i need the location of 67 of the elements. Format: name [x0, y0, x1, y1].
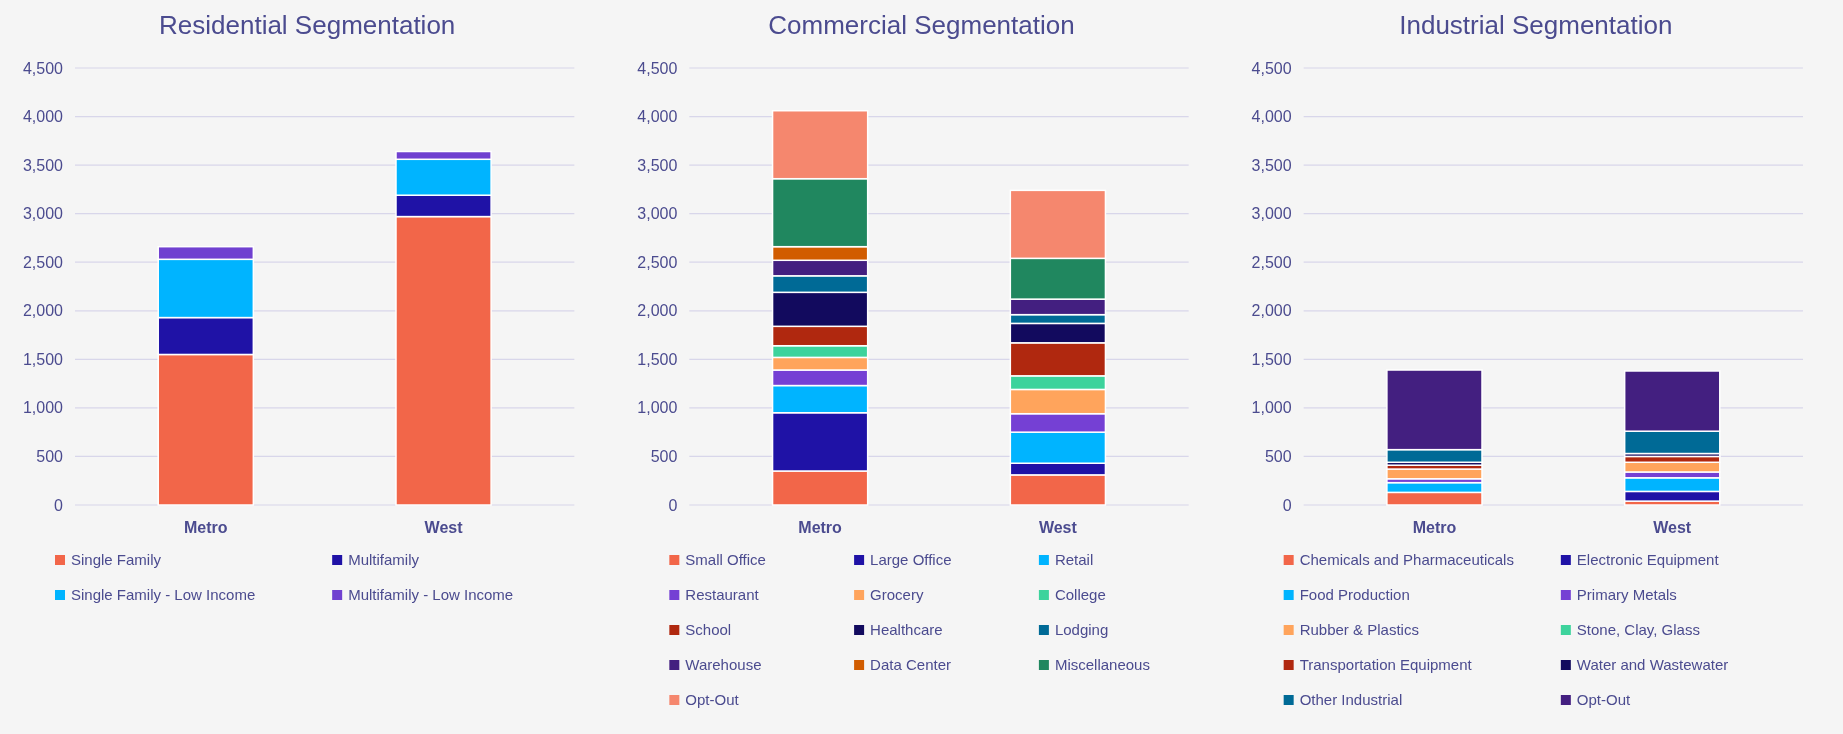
legend-label: Large Office	[870, 551, 952, 569]
x-tick-label: Metro	[184, 519, 228, 536]
legend-label: Data Center	[870, 656, 951, 674]
y-tick-label: 2,500	[1251, 253, 1292, 271]
legend-label: School	[685, 621, 732, 639]
legend-label: Water and Wastewater	[1576, 656, 1729, 674]
y-tick-label: 2,500	[22, 253, 64, 271]
chart-title: Industrial Segmentation	[1399, 10, 1673, 40]
legend-label: Other Industrial	[1299, 691, 1403, 709]
legend-label: Restaurant	[685, 586, 760, 604]
legend-label: Miscellaneous	[1054, 656, 1150, 674]
y-tick-label: 500	[36, 448, 64, 466]
chart-title: Residential Segmentation	[159, 10, 456, 40]
legend-label: Primary Metals	[1576, 586, 1677, 604]
legend-label: Grocery	[870, 586, 924, 604]
bar	[1386, 468, 1483, 480]
y-tick-label: 0	[1282, 496, 1292, 514]
legend-label: Lodging	[1054, 621, 1109, 639]
y-tick-label: 4,500	[22, 59, 64, 77]
legend-label: Single Family	[71, 551, 162, 569]
legend-label: Electronic Equipment	[1576, 551, 1720, 569]
legend-label: Transportation Equipment	[1299, 656, 1473, 674]
y-tick-label: 2,500	[637, 253, 678, 271]
y-tick-label: 3,000	[1251, 205, 1292, 223]
y-tick-label: 4,500	[637, 59, 678, 77]
legend-label: College	[1054, 586, 1106, 604]
y-tick-label: 3,500	[637, 156, 678, 174]
y-tick-label: 1,500	[22, 350, 64, 368]
y-tick-label: 500	[650, 448, 678, 466]
y-tick-label: 1,000	[22, 399, 64, 417]
legend-label: Healthcare	[870, 621, 943, 639]
y-tick-label: 0	[54, 496, 64, 514]
x-tick-label: Metro	[798, 519, 843, 536]
y-tick-label: 0	[668, 496, 678, 514]
y-tick-label: 500	[1264, 448, 1292, 466]
legend-label: Multifamily	[348, 551, 420, 569]
x-tick-label: West	[1038, 519, 1078, 536]
y-tick-label: 3,000	[637, 205, 678, 223]
y-tick-label: 3,500	[1251, 156, 1292, 174]
y-tick-label: 4,000	[1251, 108, 1292, 126]
legend-label: Multifamily - Low Income	[348, 586, 514, 604]
y-tick-label: 4,500	[1251, 59, 1292, 77]
y-tick-label: 2,000	[637, 302, 678, 320]
y-tick-label: 1,000	[637, 399, 678, 417]
legend-label: Opt-Out	[685, 691, 740, 709]
legend-label: Rubber & Plastics	[1299, 621, 1419, 639]
y-tick-label: 1,000	[1251, 399, 1292, 417]
chart-title: Commercial Segmentation	[768, 10, 1075, 40]
legend-label: Stone, Clay, Glass	[1576, 621, 1700, 639]
legend-label: Opt-Out	[1576, 691, 1632, 709]
y-tick-label: 2,000	[22, 302, 64, 320]
y-tick-label: 1,500	[637, 350, 678, 368]
x-tick-label: West	[424, 519, 464, 536]
legend-label: Warehouse	[685, 656, 762, 674]
y-tick-label: 4,000	[22, 108, 64, 126]
y-tick-label: 4,000	[637, 108, 678, 126]
y-tick-label: 2,000	[1251, 302, 1292, 320]
y-tick-label: 1,500	[1251, 350, 1292, 368]
legend-label: Single Family - Low Income	[71, 586, 256, 604]
x-tick-label: West	[1653, 519, 1692, 536]
y-tick-label: 3,500	[22, 156, 64, 174]
legend-label: Retail	[1054, 551, 1094, 569]
legend-label: Chemicals and Pharmaceuticals	[1299, 551, 1514, 569]
x-tick-label: Metro	[1412, 519, 1457, 536]
legend-label: Food Production	[1299, 586, 1410, 604]
y-tick-label: 3,000	[22, 205, 64, 223]
legend-label: Small Office	[685, 551, 766, 569]
